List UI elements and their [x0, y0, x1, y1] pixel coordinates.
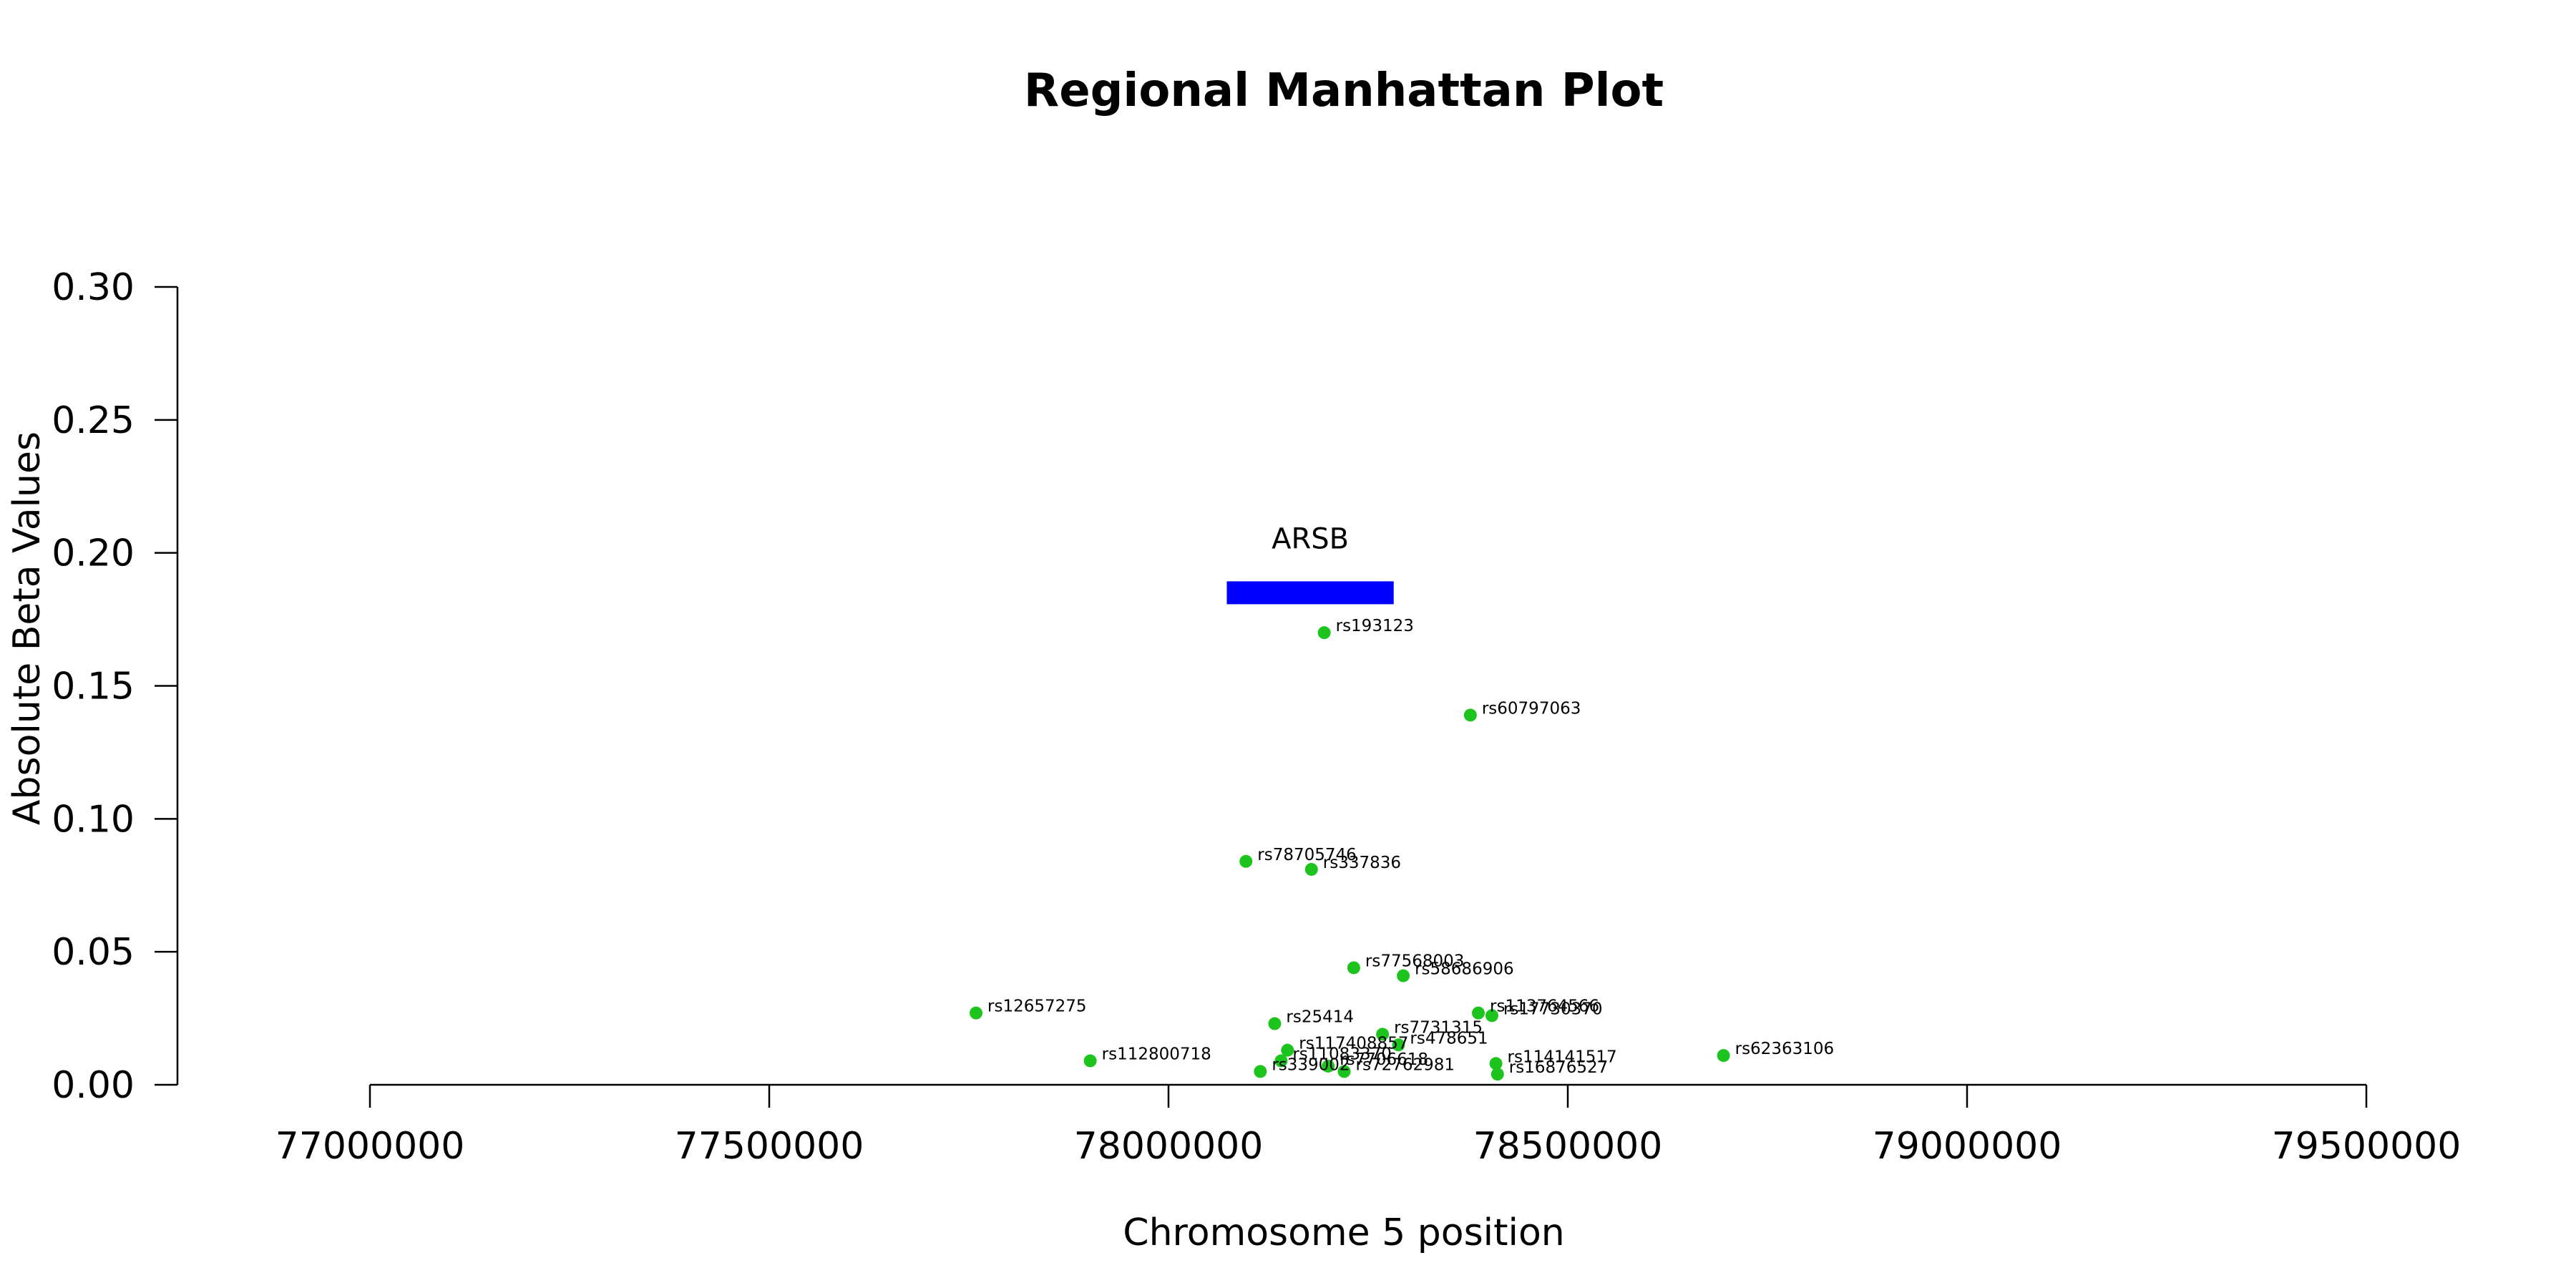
snp-label: rs78705746	[1257, 846, 1357, 864]
snp-point	[1485, 1009, 1498, 1023]
y-axis-label: Absolute Beta Values	[6, 431, 49, 825]
snp-label: rs12657275	[987, 997, 1087, 1016]
snp-point	[1274, 1054, 1288, 1068]
snp-label: rs77568003	[1365, 952, 1465, 970]
snp-label: rs478651	[1410, 1029, 1488, 1048]
snp-label: rs7706618	[1340, 1050, 1428, 1069]
snp-label: rs72762981	[1356, 1055, 1455, 1074]
y-tick-label: 0.30	[52, 266, 135, 309]
axes: 0.00 0.05 0.10 0.15 0.20 0.25 0.30 77000000 7750…	[52, 266, 2461, 1168]
snp-label: rs193123	[1336, 617, 1414, 635]
snp-label: rs58686906	[1415, 960, 1514, 979]
snp-label: rs7731315	[1394, 1018, 1483, 1037]
x-axis-label: Chromosome 5 position	[1123, 1211, 1564, 1254]
chart-title: Regional Manhattan Plot	[1024, 64, 1664, 117]
gene-label: ARSB	[1272, 522, 1349, 555]
x-tick-label: 78000000	[1074, 1125, 1264, 1168]
snp-point	[1717, 1049, 1730, 1063]
x-tick-label: 79500000	[2272, 1125, 2462, 1168]
snp-label: rs60797063	[1482, 699, 1581, 718]
snp-point	[1268, 1017, 1282, 1030]
y-tick-label: 0.15	[52, 665, 135, 708]
snp-point	[1347, 961, 1360, 975]
y-tick-label: 0.20	[52, 532, 135, 575]
snp-point	[970, 1006, 983, 1020]
snp-point	[1322, 1059, 1335, 1073]
snp-label: rs17730370	[1503, 1000, 1603, 1018]
snp-point	[1392, 1038, 1405, 1052]
snp-label: rs337836	[1323, 854, 1401, 872]
snp-label: rs11083370	[1292, 1045, 1392, 1064]
y-tick-label: 0.00	[52, 1064, 135, 1107]
snp-label: rs25414	[1286, 1008, 1354, 1027]
snp-point	[1304, 862, 1318, 876]
x-tick-label: 78500000	[1473, 1125, 1663, 1168]
snp-point	[1376, 1028, 1390, 1041]
snp-point	[1463, 708, 1477, 722]
snp-point	[1239, 854, 1253, 868]
snp-point	[1337, 1065, 1351, 1078]
gene-track: ARSB	[1226, 522, 1394, 605]
snp-point	[1317, 626, 1331, 640]
snp-label: rs339002	[1272, 1055, 1350, 1074]
snp-label: rs113764566	[1490, 997, 1599, 1016]
y-tick-label: 0.05	[52, 931, 135, 974]
gene-bar	[1226, 581, 1394, 605]
x-tick-label: 79000000	[1873, 1125, 2062, 1168]
snp-label: rs16876527	[1509, 1058, 1609, 1077]
snp-point	[1397, 969, 1410, 982]
y-tick-label: 0.25	[52, 399, 135, 442]
x-tick-label: 77000000	[275, 1125, 465, 1168]
y-tick-label: 0.10	[52, 798, 135, 841]
snp-point	[1281, 1043, 1294, 1057]
snp-point	[1491, 1068, 1504, 1081]
snp-label: rs62363106	[1735, 1040, 1835, 1058]
snp-point	[1472, 1006, 1485, 1020]
snp-label: rs112800718	[1102, 1045, 1211, 1064]
x-tick-label: 77500000	[675, 1125, 864, 1168]
snp-label: rs117408857	[1299, 1035, 1408, 1053]
snp-label: rs114141517	[1508, 1048, 1617, 1066]
snp-point	[1489, 1057, 1503, 1070]
snp-point	[1254, 1065, 1267, 1078]
snp-points	[970, 626, 1730, 1081]
snp-point	[1083, 1054, 1097, 1068]
